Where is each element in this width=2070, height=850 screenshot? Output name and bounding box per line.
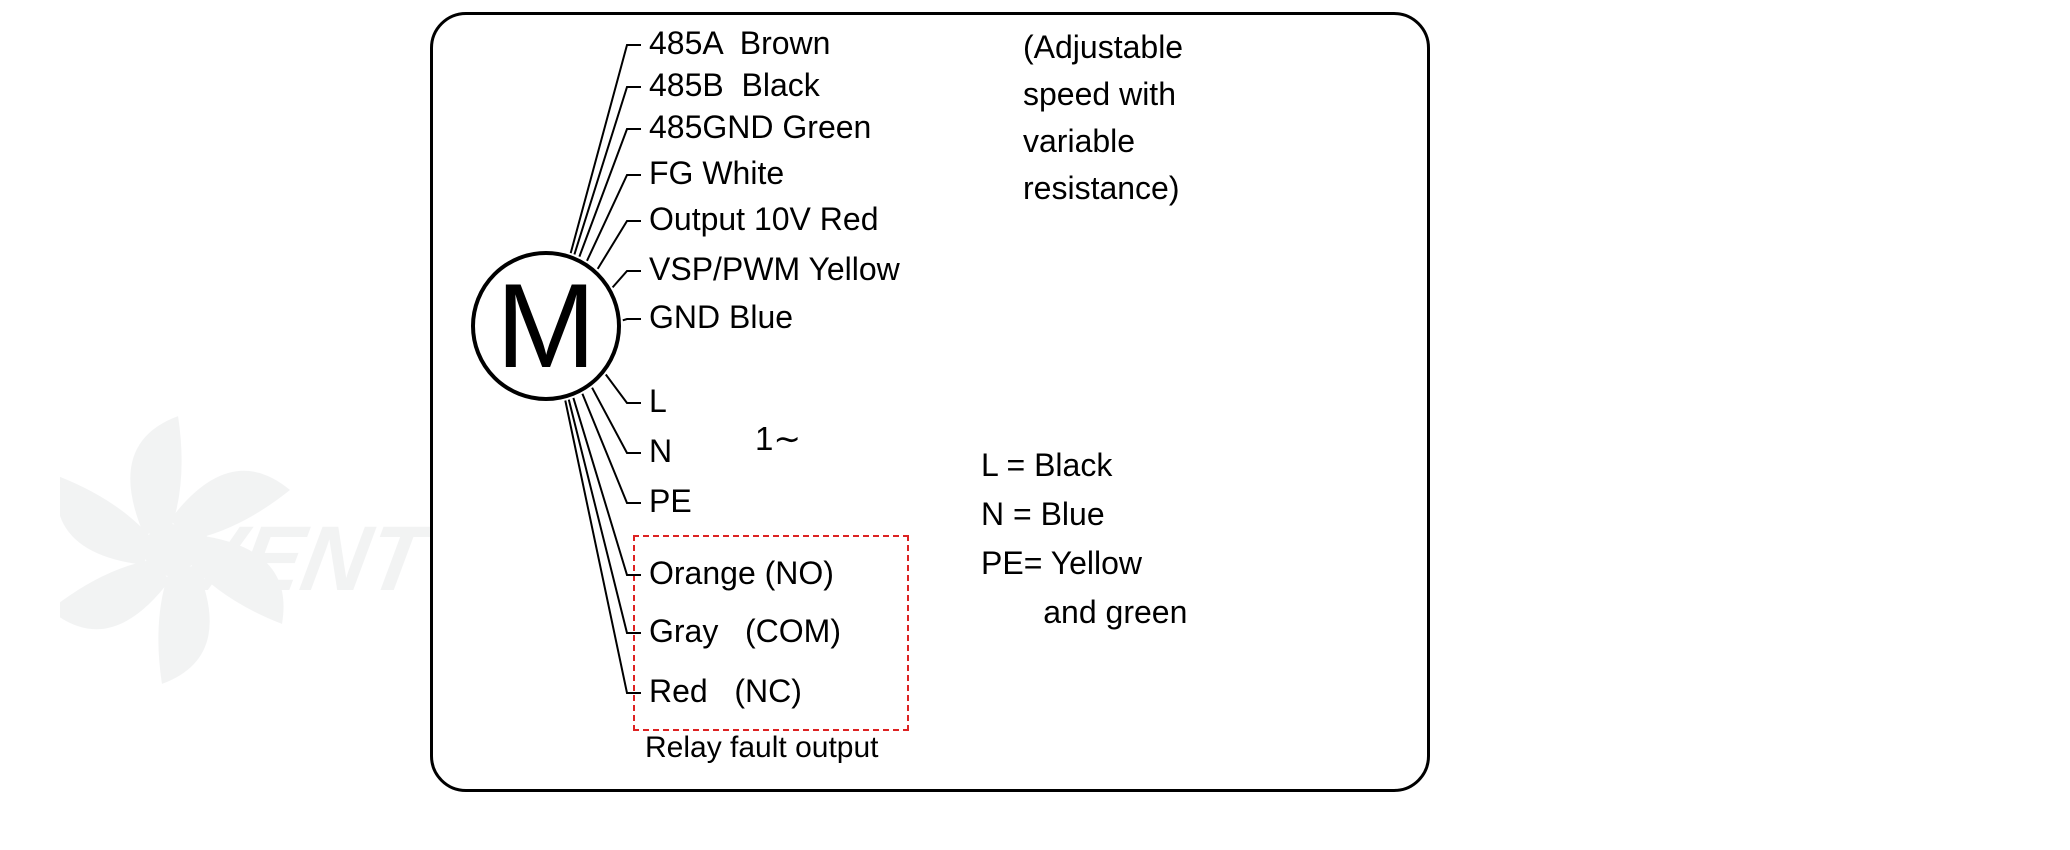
wiring-diagram-frame: M 485A Brown485B Black485GND GreenFG Whi… — [430, 12, 1430, 792]
svg-text:VENT: VENT — [171, 507, 442, 610]
motor-letter: M — [496, 266, 596, 386]
motor-symbol: M — [471, 251, 621, 401]
wire-lines — [433, 15, 1433, 795]
